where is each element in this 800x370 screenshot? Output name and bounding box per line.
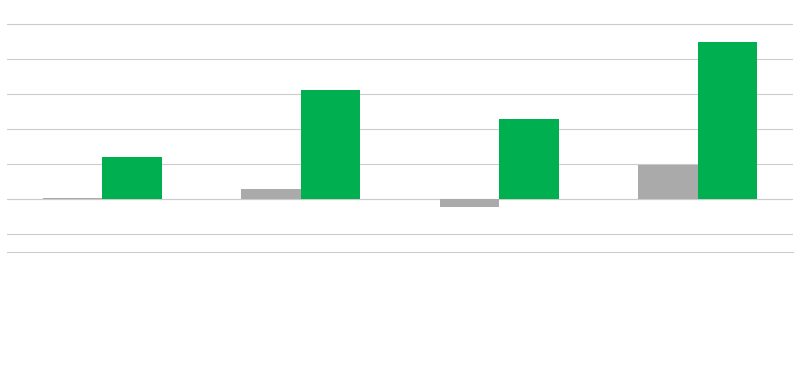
Bar — [301, 90, 360, 199]
Bar — [499, 119, 559, 199]
Bar — [102, 157, 162, 199]
Bar — [241, 189, 301, 199]
Bar — [698, 42, 758, 199]
Bar — [638, 165, 698, 199]
Bar — [42, 198, 102, 199]
Bar — [440, 199, 499, 207]
